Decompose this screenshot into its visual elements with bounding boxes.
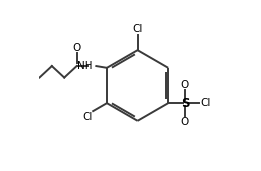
- Text: O: O: [181, 117, 189, 127]
- Text: O: O: [73, 43, 81, 53]
- Text: S: S: [181, 97, 189, 110]
- Text: O: O: [181, 80, 189, 90]
- Text: Cl: Cl: [132, 24, 143, 34]
- Text: NH: NH: [77, 61, 92, 71]
- Text: Cl: Cl: [82, 112, 92, 122]
- Text: Cl: Cl: [200, 98, 210, 108]
